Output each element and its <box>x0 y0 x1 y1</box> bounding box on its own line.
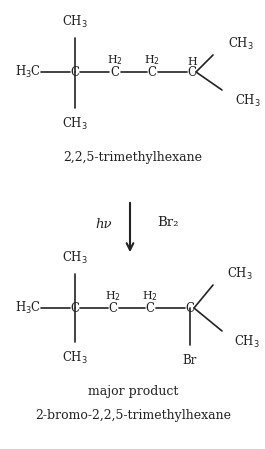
Text: C: C <box>188 66 197 79</box>
Text: H$_2$: H$_2$ <box>107 53 123 67</box>
Text: C: C <box>70 301 80 314</box>
Text: major product: major product <box>88 386 178 399</box>
Text: H$_3$C: H$_3$C <box>15 64 41 80</box>
Text: CH$_3$: CH$_3$ <box>234 334 260 350</box>
Text: CH$_3$: CH$_3$ <box>62 350 88 366</box>
Text: hν: hν <box>96 217 112 230</box>
Text: H$_2$: H$_2$ <box>142 289 158 303</box>
Text: CH$_3$: CH$_3$ <box>227 266 253 282</box>
Text: C: C <box>186 301 195 314</box>
Text: C: C <box>148 66 157 79</box>
Text: H$_2$: H$_2$ <box>144 53 160 67</box>
Text: CH$_3$: CH$_3$ <box>62 250 88 266</box>
Text: H$_3$C: H$_3$C <box>15 300 41 316</box>
Text: CH$_3$: CH$_3$ <box>235 93 261 109</box>
Text: H: H <box>187 57 197 67</box>
Text: C: C <box>145 301 154 314</box>
Text: CH$_3$: CH$_3$ <box>62 116 88 132</box>
Text: C: C <box>108 301 117 314</box>
Text: C: C <box>70 66 80 79</box>
Text: Br: Br <box>183 355 197 367</box>
Text: H$_2$: H$_2$ <box>105 289 121 303</box>
Text: 2-bromo-2,2,5-trimethylhexane: 2-bromo-2,2,5-trimethylhexane <box>35 409 231 423</box>
Text: Br₂: Br₂ <box>157 216 179 229</box>
Text: CH$_3$: CH$_3$ <box>62 14 88 30</box>
Text: C: C <box>111 66 120 79</box>
Text: 2,2,5-trimethylhexane: 2,2,5-trimethylhexane <box>64 151 202 164</box>
Text: CH$_3$: CH$_3$ <box>228 36 254 52</box>
